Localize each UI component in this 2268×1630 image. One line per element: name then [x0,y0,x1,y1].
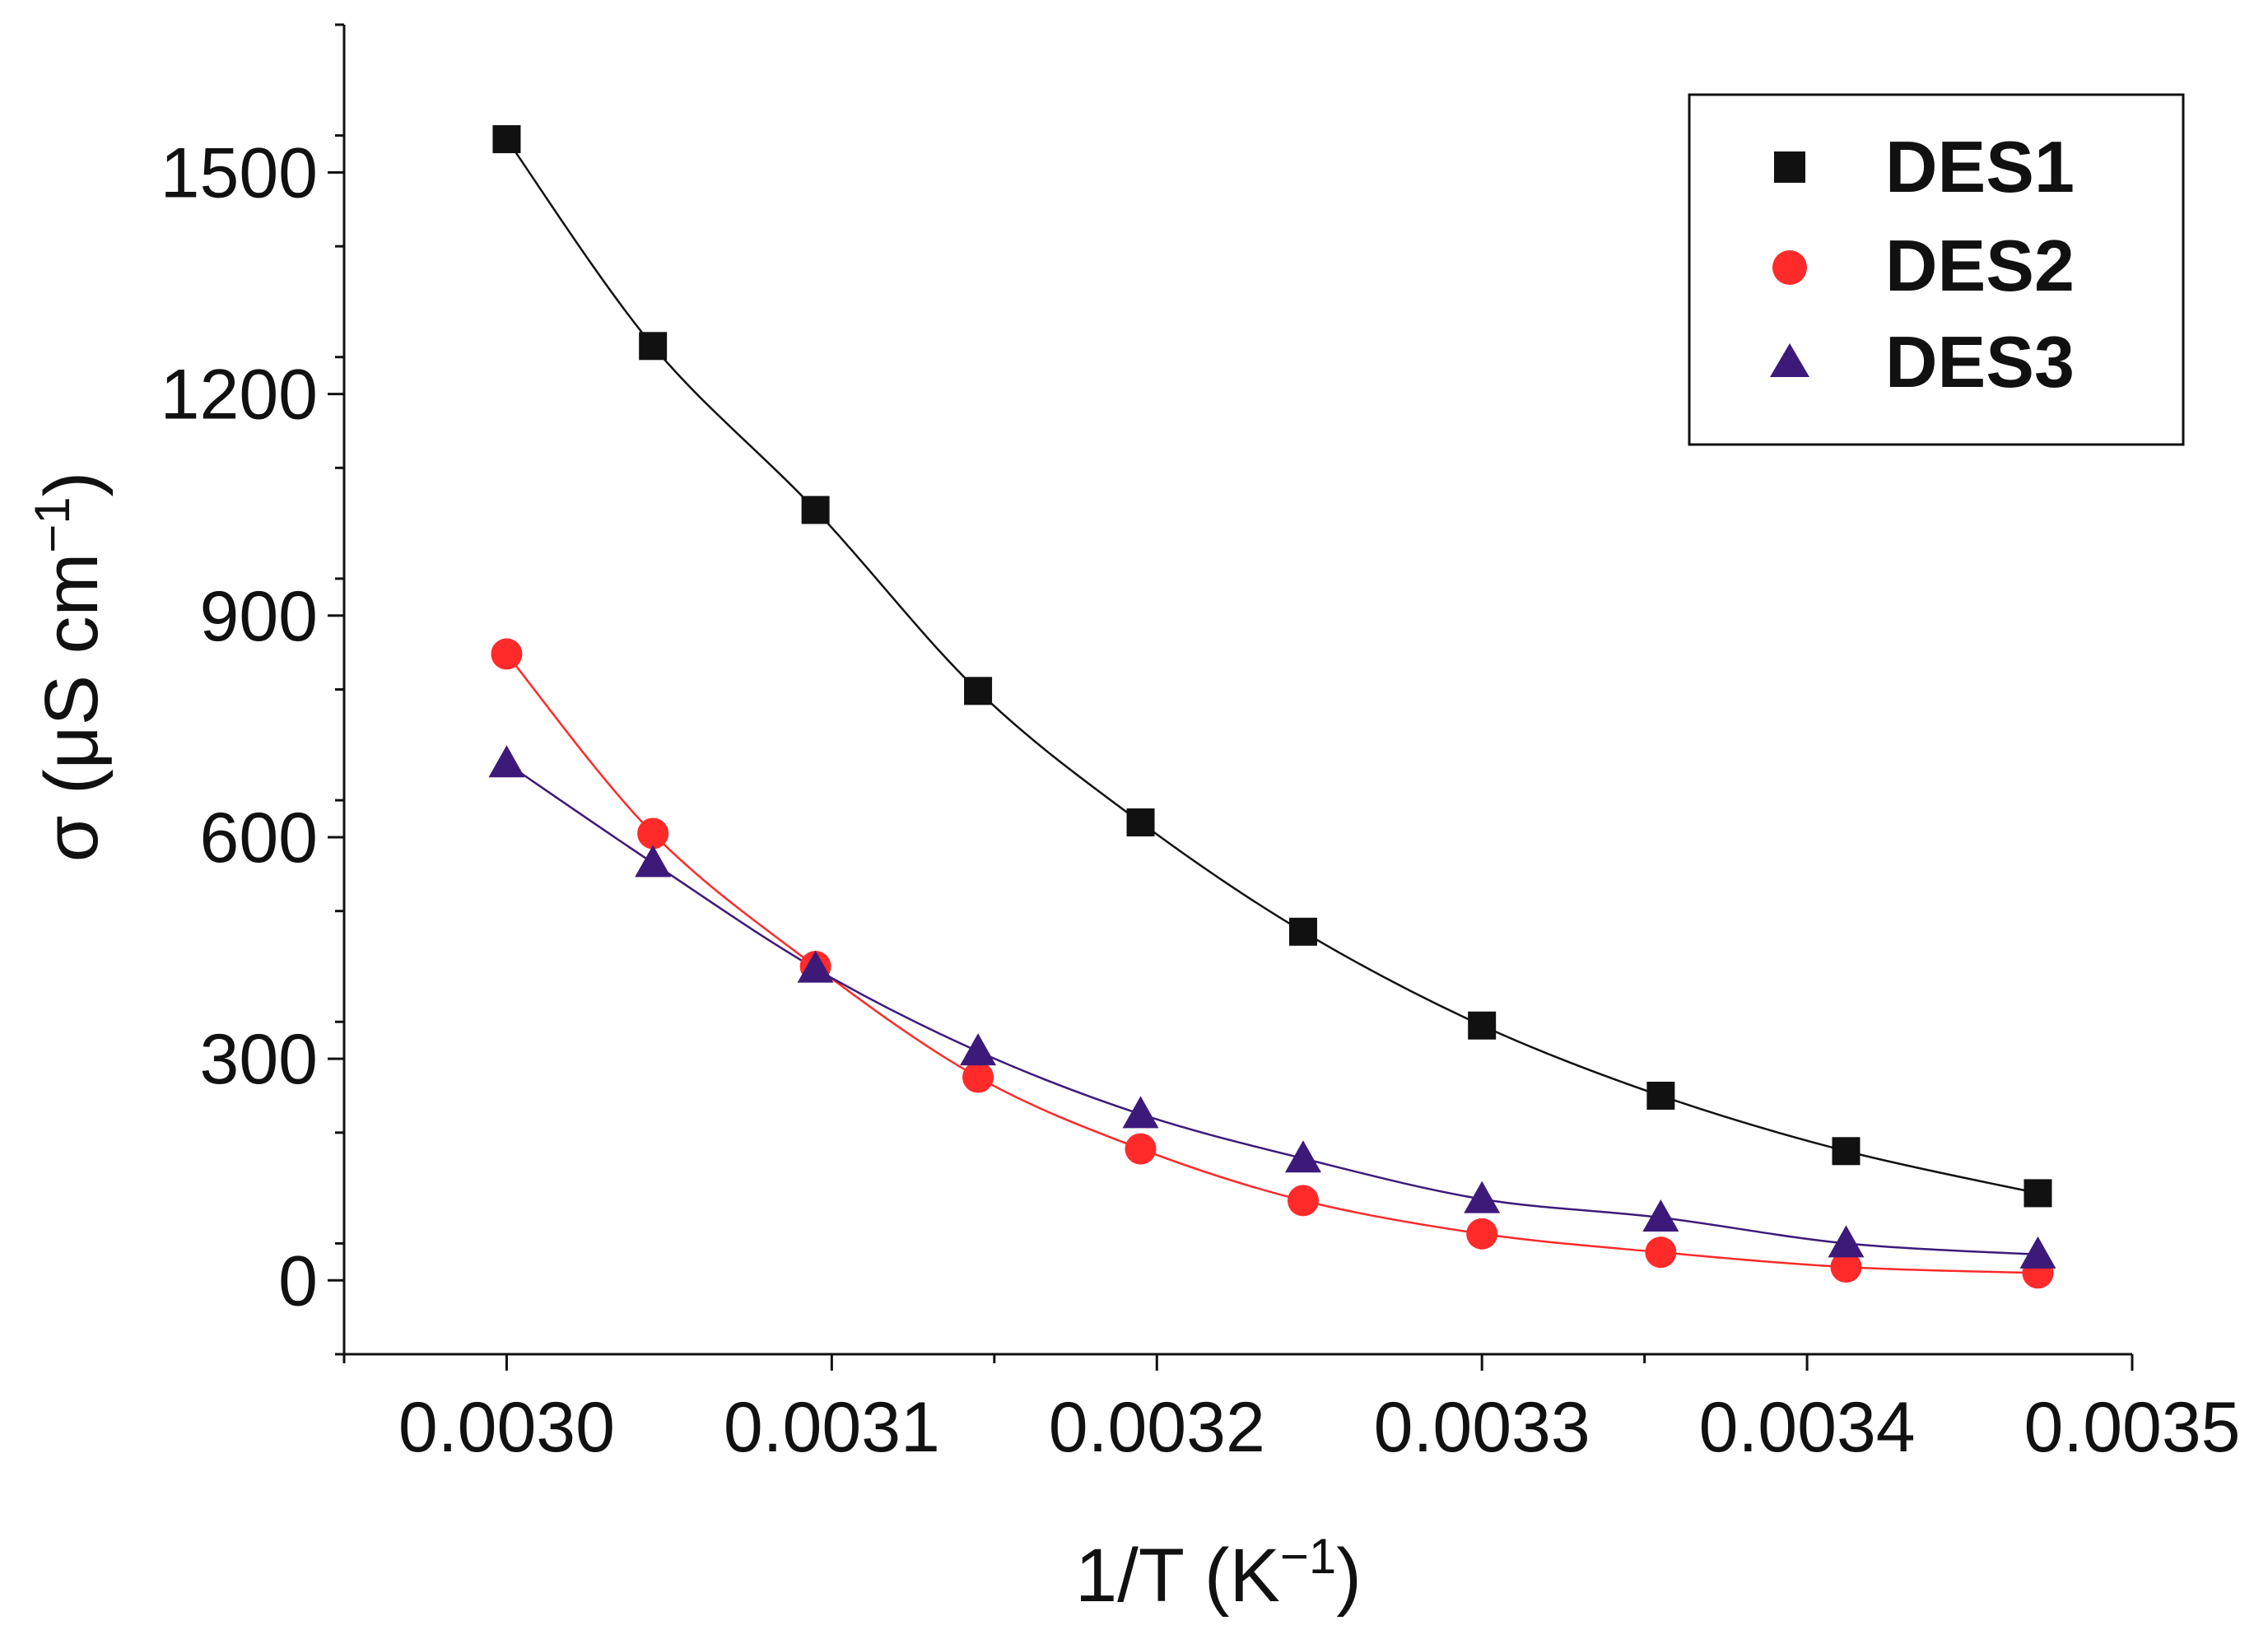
data-markers [488,125,2056,1289]
y-tick-label: 300 [200,1020,319,1099]
legend-marker-des1 [1774,151,1805,183]
legend-label-des2: DES2 [1885,225,2075,306]
legend-marker-des2 [1772,250,1807,285]
des2-point [1287,1185,1319,1217]
axes: 0 300 600 900 1200 1500 0.0030 0.0031 0.0032 0.00… [161,23,2241,1467]
y-tick-label: 600 [200,799,319,878]
x-tick-label: 0.0033 [1374,1388,1590,1467]
fit-curve-des1 [505,138,2038,1195]
y-tick-label: 1500 [161,133,318,212]
des2-point [1830,1251,1862,1283]
x-axis-title-main: 1/T (K [1075,1534,1280,1618]
x-tick-label: 0.0034 [1699,1388,1916,1467]
des1-point [2024,1179,2052,1208]
y-tick-label: 1200 [161,356,318,435]
des2-point [1125,1133,1157,1165]
des1-point [964,677,993,706]
x-tick-label: 0.0031 [724,1388,940,1467]
des2-point [962,1061,994,1093]
des3-point [635,845,672,878]
x-axis-title-superscript: −1 [1280,1529,1336,1584]
des3-point [1828,1225,1865,1258]
des1-point [639,332,668,361]
des3-point [797,950,834,983]
des1-point [1468,1011,1497,1040]
des1-point [1288,917,1317,946]
des2-point [491,638,523,670]
y-tick-label: 900 [200,577,319,656]
x-tick-label: 0.0032 [1049,1388,1265,1467]
y-axis-title-main: σ (μS cm [30,553,114,863]
des3-point [1642,1199,1679,1232]
legend-label-des1: DES1 [1885,126,2075,207]
x-tick-label: 0.0035 [2024,1388,2240,1467]
x-tick-label: 0.0030 [398,1388,615,1467]
des1-point [1646,1081,1675,1110]
des3-point [1284,1140,1321,1173]
fit-curves [505,138,2038,1274]
fit-curve-des2 [505,653,2038,1274]
des2-point [1466,1218,1498,1250]
des2-point [1645,1236,1677,1269]
y-axis-title-end: ) [30,472,114,497]
des3-point [960,1033,997,1066]
des3-point [2019,1236,2056,1269]
des3-point [1464,1181,1501,1213]
des1-point [1832,1137,1861,1166]
x-axis-title: 1/T (K−1) [1075,1529,1362,1618]
legend: DES1 DES2 DES3 [1688,93,2185,446]
des3-point [1122,1096,1159,1129]
y-tick-label: 0 [278,1241,318,1320]
des1-point [492,125,521,154]
legend-marker-des3 [1770,343,1809,377]
des1-point [1126,808,1155,836]
legend-label-des3: DES3 [1885,321,2075,403]
y-axis-title-superscript: −1 [25,496,80,552]
des3-point [488,745,525,778]
fit-curve-des3 [505,762,2038,1256]
des2-point [637,817,669,850]
x-axis-title-end: ) [1336,1534,1362,1618]
y-axis-title: σ (μS cm−1) [25,472,114,863]
legend-frame [1688,93,2185,446]
des1-point [801,496,830,524]
